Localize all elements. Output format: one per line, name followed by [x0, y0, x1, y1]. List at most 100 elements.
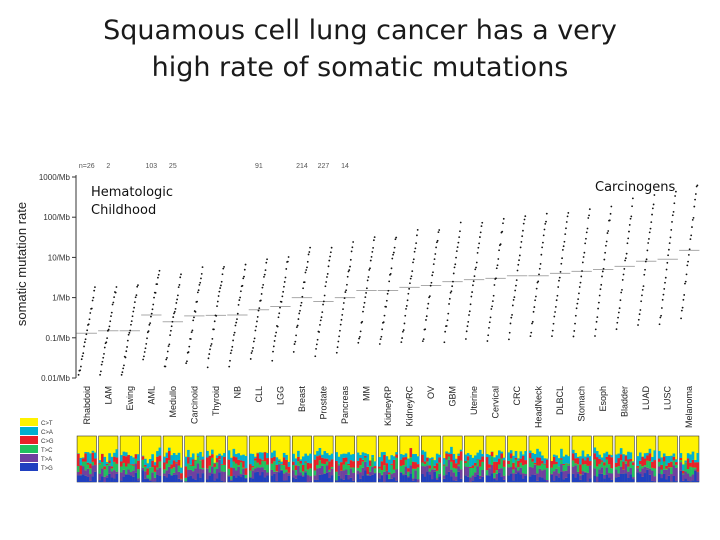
spectrum-segment [435, 463, 439, 471]
spectrum-segment [428, 468, 432, 472]
spectrum-segment [471, 465, 475, 468]
sample-point [211, 337, 214, 340]
sample-point [683, 294, 686, 296]
sample-point [478, 242, 481, 245]
spectrum-segment [696, 462, 700, 472]
spectrum-segment [595, 476, 599, 482]
spectrum-segment [541, 470, 544, 478]
spectrum-segment [301, 475, 305, 477]
spectrum-segment [129, 455, 133, 465]
sample-point [675, 190, 677, 193]
spectrum-segment [115, 457, 119, 464]
spectrum-segment [686, 473, 690, 481]
sample-point [684, 280, 687, 283]
spectrum-segment [108, 453, 111, 461]
sample-point [232, 334, 235, 336]
spectrum-segment [567, 464, 571, 466]
spectrum-segment [86, 464, 90, 469]
sample-point [455, 250, 458, 253]
spectrum-segment [156, 467, 159, 470]
spectrum-segment [411, 478, 415, 481]
sample-point [112, 301, 115, 304]
y-axis-label: somatic mutation rate [14, 202, 29, 326]
spectrum-segment [617, 453, 621, 459]
spectrum-segment [555, 468, 558, 476]
sample-point [363, 301, 366, 304]
spectrum-segment [170, 468, 174, 476]
spectrum-segment [359, 465, 362, 473]
sample-point [421, 340, 424, 343]
spectrum-segment [368, 465, 372, 472]
sample-point [343, 297, 346, 299]
spectrum-segment [101, 476, 104, 482]
sample-point [209, 348, 211, 351]
spectrum-segment [180, 473, 183, 479]
spectrum-segment [115, 449, 119, 458]
sample-point [339, 323, 342, 326]
spectrum-segment [638, 464, 642, 472]
spectrum-segment [533, 453, 537, 463]
spectrum-segment [349, 467, 353, 469]
annotation-hematologic-childhood: Hematologic Childhood [91, 184, 173, 220]
spectrum-segment [495, 470, 499, 474]
spectrum-segment [404, 459, 408, 467]
spectrum-segment [103, 466, 107, 470]
spectrum-segment [636, 456, 640, 466]
spectrum-segment [208, 475, 212, 482]
y-tick-label: 1000/Mb [39, 173, 71, 182]
spectrum-segment [124, 474, 128, 482]
sample-point [667, 248, 670, 251]
spectrum-segment [670, 467, 673, 475]
sample-point [157, 273, 160, 276]
category-label: NB [232, 386, 242, 399]
sample-point [156, 283, 159, 286]
spectrum-segment [132, 457, 135, 465]
sample-point [623, 268, 626, 270]
spectrum-segment [476, 460, 480, 467]
sample-point [264, 269, 267, 272]
spectrum-segment [447, 452, 451, 455]
spectrum-segment [485, 470, 489, 476]
spectrum-segment [402, 474, 405, 476]
spectrum-segment [213, 473, 217, 481]
sample-point [432, 263, 435, 266]
legend-label: C>G [41, 439, 54, 445]
spectrum-segment [299, 472, 303, 476]
sample-point [81, 355, 84, 358]
spectrum-segment [151, 481, 154, 482]
sample-point [369, 267, 371, 270]
sample-point [237, 303, 240, 306]
sample-point [208, 353, 211, 355]
sample-point [564, 233, 567, 235]
spectrum-segment [239, 474, 243, 478]
spectrum-segment [251, 467, 255, 471]
spectrum-segment [113, 470, 116, 479]
sample-point [265, 261, 268, 264]
sample-point [137, 284, 139, 286]
spectrum-segment [215, 469, 219, 479]
sample-point [555, 299, 558, 302]
spectrum-segment [266, 458, 269, 465]
sample-point [218, 290, 221, 293]
sample-point [563, 240, 566, 243]
spectrum-segment [438, 457, 441, 463]
spectrum-segment [237, 466, 240, 476]
spectrum-segment [507, 467, 511, 476]
category-label: Melanoma [684, 386, 694, 428]
sample-point [200, 273, 203, 275]
spectrum-segment [325, 465, 329, 473]
spectrum-segment [359, 458, 362, 466]
spectrum-segment [342, 470, 346, 480]
sample-point [545, 212, 548, 215]
y-tick-label: 0.01/Mb [41, 374, 70, 383]
spectrum-segment [301, 464, 305, 472]
spectrum-segment [275, 481, 279, 482]
spectrum-segment [208, 456, 212, 466]
sample-point [173, 312, 175, 315]
spectrum-segment [490, 452, 494, 457]
spectrum-segment [392, 459, 396, 470]
sample-point [615, 328, 618, 331]
spectrum-segment [232, 461, 236, 469]
sample-point [369, 259, 372, 262]
spectrum-segment [603, 474, 606, 479]
